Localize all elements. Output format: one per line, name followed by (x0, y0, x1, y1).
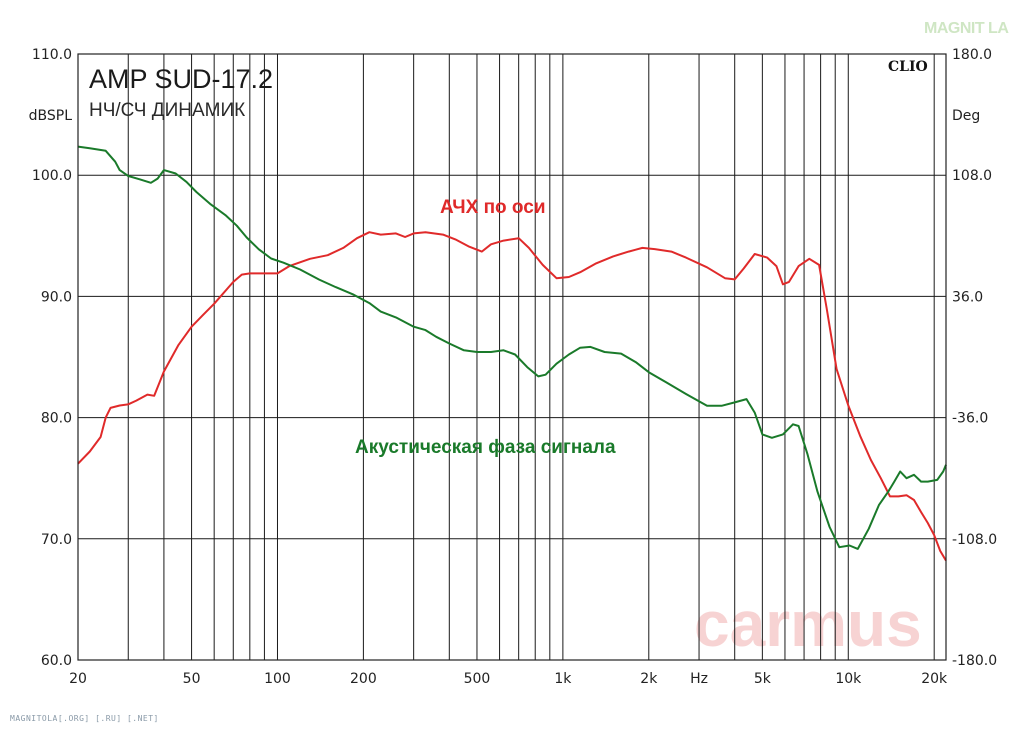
series-line-phase (77, 145, 947, 550)
y-left-tick-label: 80.0 (41, 411, 72, 427)
y-right-tick-label: 36.0 (952, 289, 983, 305)
y-left-tick-label: 90.0 (41, 289, 72, 305)
clio-brand: CLIO (888, 59, 928, 75)
x-tick-label: 20k (921, 671, 948, 687)
x-tick-label: 100 (264, 671, 291, 687)
series-layer (77, 145, 947, 562)
y-right-tick-label: 180.0 (952, 47, 992, 63)
y-right-unit: Deg (952, 108, 980, 124)
y-right-tick-label: -36.0 (952, 411, 988, 427)
x-tick-label: 1k (554, 671, 572, 687)
y-left-tick-label: 70.0 (41, 532, 72, 548)
x-tick-label: 50 (183, 671, 201, 687)
series-label-frequency-response: АЧХ по оси (440, 197, 546, 218)
axes: 20 50 100 200 500 1k 2k Hz 5k 10k 20k 60.0 70.0 80.0 9… (32, 47, 997, 687)
x-tick-label: 500 (464, 671, 491, 687)
chart-subtitle: НЧ/СЧ ДИНАМИК (89, 100, 245, 121)
grid (77, 53, 946, 661)
series-line-frequency-response (77, 231, 947, 562)
carmus-watermark: carmus (694, 588, 922, 660)
x-tick-label: 10k (835, 671, 862, 687)
series-label-phase: Акустическая фаза сигнала (355, 437, 616, 458)
x-tick-label: 2k (640, 671, 658, 687)
x-tick-label: 5k (754, 671, 772, 687)
y-left-tick-label: 110.0 (32, 47, 72, 63)
x-tick-label: Hz (690, 671, 708, 687)
x-tick-label: 20 (69, 671, 87, 687)
plot-frame (77, 53, 947, 661)
y-right-tick-label: -108.0 (952, 532, 997, 548)
y-right-tick-label: 108.0 (952, 168, 992, 184)
y-left-unit: dBSPL (29, 108, 73, 124)
y-left-tick-label: 100.0 (32, 168, 72, 184)
footer-watermark: MAGNITOLA[.ORG] [.RU] [.NET] (10, 714, 159, 723)
y-left-tick-label: 60.0 (41, 653, 72, 669)
y-right-tick-label: -180.0 (952, 653, 997, 669)
magnitola-logo: MAGNIT LA (924, 20, 1009, 37)
chart-title: AMP SUD-17.2 (89, 64, 273, 94)
x-tick-label: 200 (350, 671, 377, 687)
